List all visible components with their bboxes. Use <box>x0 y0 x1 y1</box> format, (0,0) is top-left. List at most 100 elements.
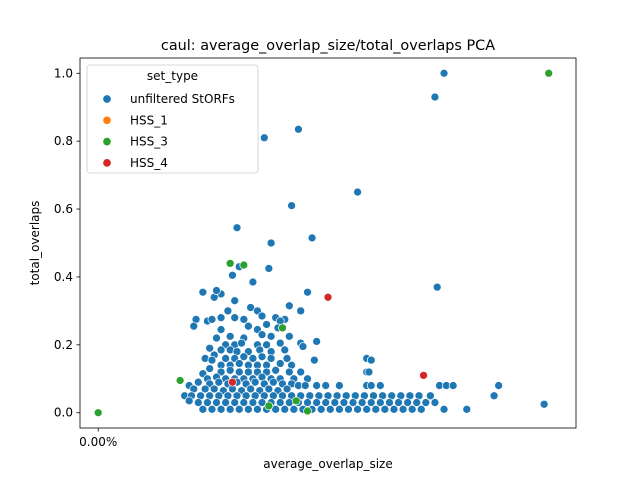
y-tick-label: 0.6 <box>54 202 73 216</box>
point-unfiltered-storfs <box>348 398 358 407</box>
y-tick-label: 1.0 <box>54 66 73 80</box>
point-unfiltered-storfs <box>193 377 203 387</box>
point-unfiltered-storfs <box>298 342 308 351</box>
point-unfiltered-storfs <box>234 359 244 368</box>
point-unfiltered-storfs <box>216 325 226 334</box>
point-unfiltered-storfs <box>430 398 440 407</box>
point-unfiltered-storfs <box>309 355 319 365</box>
point-unfiltered-storfs <box>385 398 394 407</box>
legend-label: HSS_4 <box>130 156 168 170</box>
point-unfiltered-storfs <box>344 404 353 414</box>
point-unfiltered-storfs <box>234 404 244 414</box>
point-unfiltered-storfs <box>312 381 321 390</box>
legend-label: unfiltered StORFs <box>130 92 235 106</box>
point-unfiltered-storfs <box>248 354 258 363</box>
point-unfiltered-storfs <box>248 277 258 287</box>
point-unfiltered-storfs <box>207 315 217 324</box>
point-unfiltered-storfs <box>262 340 271 350</box>
point-unfiltered-storfs <box>375 398 385 407</box>
point-unfiltered-storfs <box>212 333 221 343</box>
point-unfiltered-storfs <box>335 381 344 390</box>
point-unfiltered-storfs <box>426 391 435 401</box>
point-unfiltered-storfs <box>366 381 376 390</box>
point-unfiltered-storfs <box>275 359 285 368</box>
point-unfiltered-storfs <box>257 352 267 362</box>
point-unfiltered-storfs <box>339 398 349 407</box>
point-unfiltered-storfs <box>223 306 233 316</box>
point-unfiltered-storfs <box>380 404 390 414</box>
point-unfiltered-storfs <box>216 345 226 355</box>
point-unfiltered-storfs <box>284 331 294 341</box>
plot-frame <box>79 57 577 429</box>
point-unfiltered-storfs <box>216 313 226 323</box>
point-unfiltered-storfs <box>230 313 240 323</box>
point-unfiltered-storfs <box>250 377 260 387</box>
point-unfiltered-storfs <box>312 337 321 346</box>
point-unfiltered-storfs <box>239 352 249 362</box>
point-unfiltered-storfs <box>257 330 267 340</box>
point-unfiltered-storfs <box>371 404 381 414</box>
point-unfiltered-storfs <box>205 364 215 373</box>
point-unfiltered-storfs <box>307 233 317 243</box>
point-unfiltered-storfs <box>335 404 344 414</box>
point-unfiltered-storfs <box>244 321 253 331</box>
point-unfiltered-storfs <box>264 384 274 394</box>
point-unfiltered-storfs <box>266 354 276 363</box>
point-unfiltered-storfs <box>366 398 376 407</box>
legend-label: HSS_1 <box>130 113 168 127</box>
point-hss-3 <box>303 406 312 416</box>
point-unfiltered-storfs <box>207 404 217 414</box>
point-hss-3 <box>291 396 301 406</box>
point-unfiltered-storfs <box>257 311 267 321</box>
point-unfiltered-storfs <box>362 404 372 414</box>
point-unfiltered-storfs <box>225 365 235 375</box>
point-unfiltered-storfs <box>253 404 262 414</box>
point-unfiltered-storfs <box>244 367 253 377</box>
legend-box <box>86 64 259 174</box>
point-unfiltered-storfs <box>494 381 503 390</box>
point-hss-3 <box>93 408 103 418</box>
point-unfiltered-storfs <box>296 306 306 316</box>
legend-marker <box>102 115 112 125</box>
y-tick-label: 0.8 <box>54 134 73 148</box>
point-unfiltered-storfs <box>216 404 226 414</box>
point-unfiltered-storfs <box>228 270 237 280</box>
legend-marker <box>102 94 112 104</box>
point-unfiltered-storfs <box>432 282 442 292</box>
point-unfiltered-storfs <box>275 398 285 407</box>
point-unfiltered-storfs <box>232 223 242 233</box>
point-unfiltered-storfs <box>357 398 367 407</box>
y-axis: 0.0 0.2 0.4 0.6 0.8 1.0 <box>54 66 80 420</box>
point-hss-3 <box>278 323 287 333</box>
point-unfiltered-storfs <box>271 365 281 375</box>
point-unfiltered-storfs <box>280 345 290 355</box>
point-unfiltered-storfs <box>330 398 340 407</box>
legend-label: HSS_3 <box>130 135 168 149</box>
point-hss-4 <box>323 292 333 302</box>
point-unfiltered-storfs <box>266 238 276 248</box>
point-unfiltered-storfs <box>296 367 306 377</box>
y-tick-label: 0.4 <box>54 270 73 284</box>
point-unfiltered-storfs <box>193 398 203 407</box>
point-unfiltered-storfs <box>300 381 310 390</box>
point-unfiltered-storfs <box>294 124 303 134</box>
point-unfiltered-storfs <box>264 264 274 273</box>
legend-title: set_type <box>147 69 198 83</box>
point-unfiltered-storfs <box>205 343 215 353</box>
legend-marker <box>102 158 112 168</box>
point-unfiltered-storfs <box>312 398 321 407</box>
point-unfiltered-storfs <box>289 404 299 414</box>
point-unfiltered-storfs <box>237 338 246 348</box>
point-unfiltered-storfs <box>287 201 296 211</box>
point-unfiltered-storfs <box>416 404 426 414</box>
point-hss-3 <box>264 401 274 411</box>
point-unfiltered-storfs <box>421 398 431 407</box>
point-unfiltered-storfs <box>403 398 412 407</box>
point-unfiltered-storfs <box>189 321 199 331</box>
point-unfiltered-storfs <box>353 404 362 414</box>
point-unfiltered-storfs <box>439 404 449 414</box>
point-unfiltered-storfs <box>214 377 224 387</box>
point-unfiltered-storfs <box>325 404 335 414</box>
point-unfiltered-storfs <box>412 398 422 407</box>
